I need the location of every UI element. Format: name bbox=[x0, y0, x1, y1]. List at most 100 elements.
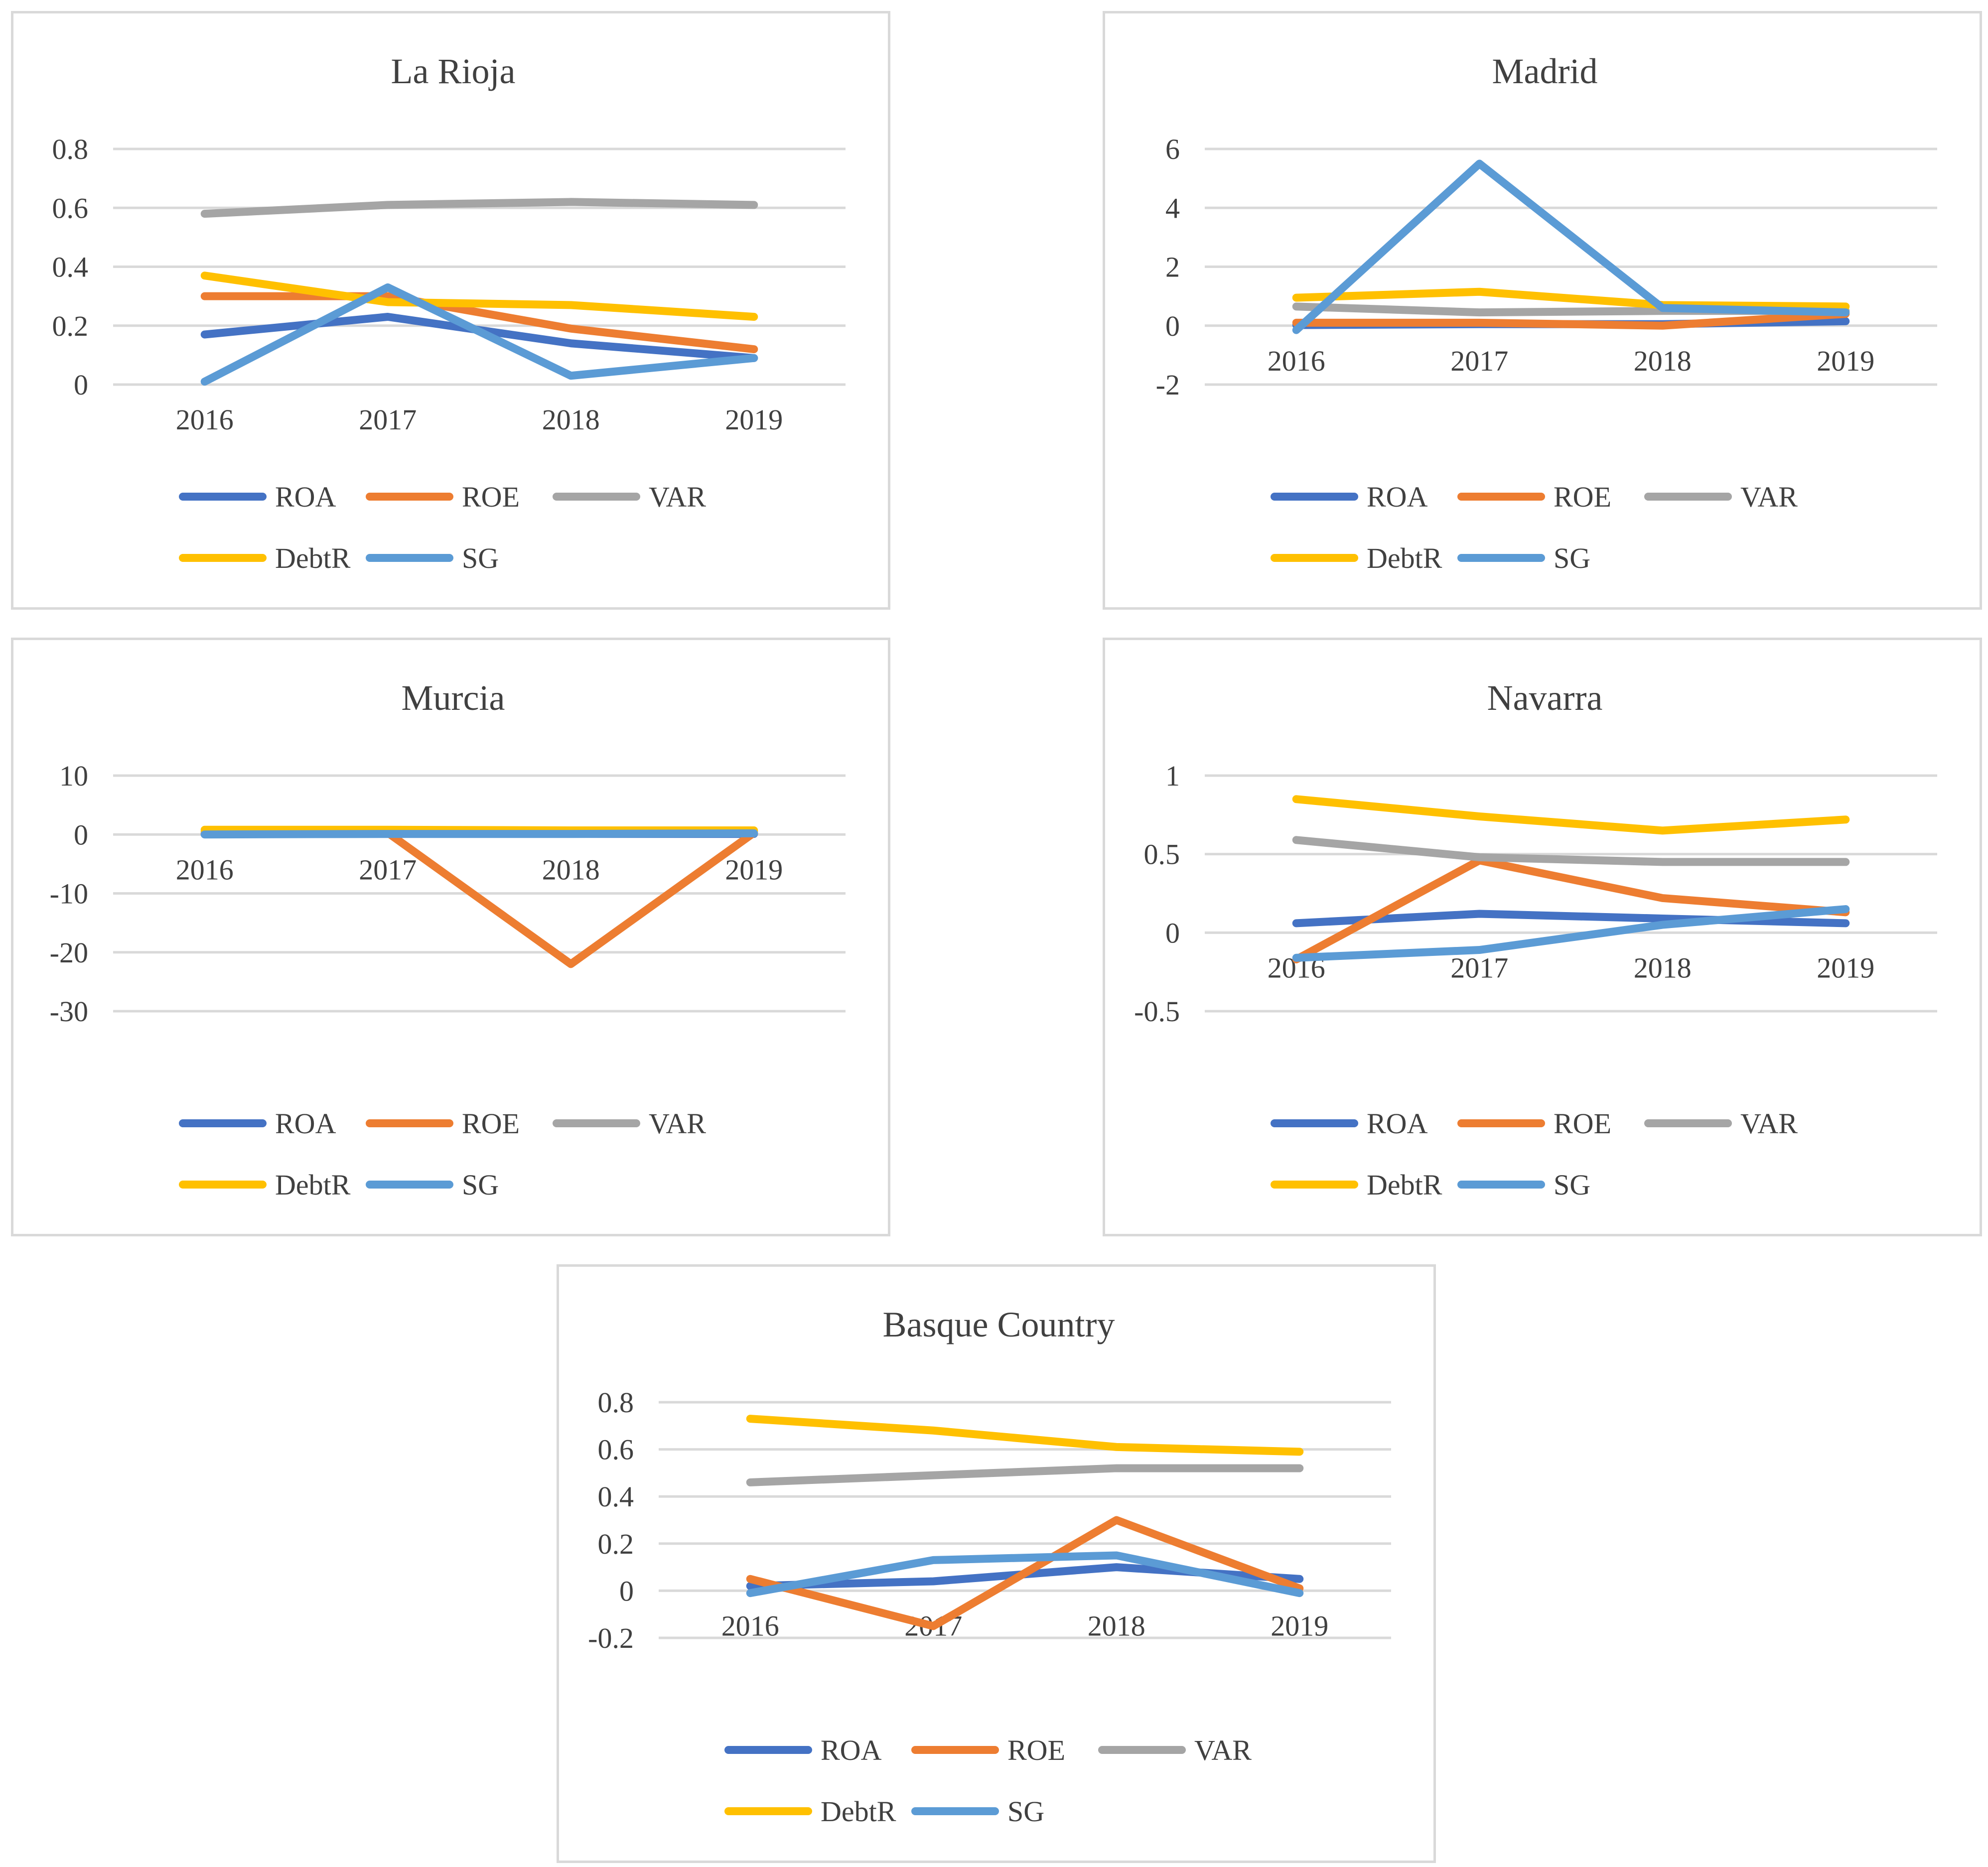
x-tick-label: 2017 bbox=[359, 853, 417, 886]
series-line-debtr bbox=[1292, 795, 1850, 835]
chart-panel-la-rioja: La Rioja 0 0.2 0.4 0.6 0.8 2016 2017 2018 2019 ROA… bbox=[11, 11, 890, 610]
y-tick-label: 0 bbox=[74, 818, 88, 851]
chart-svg: La Rioja 0 0.2 0.4 0.6 0.8 2016 2017 2018 2019 ROA… bbox=[52, 51, 846, 574]
x-tick-label: 2018 bbox=[1634, 951, 1692, 984]
legend-label-sg: SG bbox=[1007, 1795, 1044, 1828]
legend-label-var: VAR bbox=[649, 481, 706, 513]
y-tick-label: -0.5 bbox=[1134, 995, 1180, 1028]
y-tick-label: 0 bbox=[619, 1575, 634, 1607]
y-tick-label: 0.4 bbox=[52, 251, 89, 283]
chart-title: Navarra bbox=[1487, 678, 1603, 718]
legend-label-roe: ROE bbox=[1554, 481, 1611, 513]
x-tick-label: 2018 bbox=[1088, 1609, 1145, 1642]
x-tick-label: 2016 bbox=[721, 1609, 779, 1642]
x-tick-label: 2016 bbox=[176, 403, 234, 436]
y-tick-label: 2 bbox=[1165, 251, 1180, 283]
legend-label-roa: ROA bbox=[275, 1107, 336, 1140]
legend-label-sg: SG bbox=[1554, 542, 1590, 574]
x-tick-label: 2019 bbox=[1817, 345, 1874, 377]
x-tick-label: 2016 bbox=[176, 853, 234, 886]
x-tick-label: 2018 bbox=[542, 853, 600, 886]
legend-label-var: VAR bbox=[1740, 1107, 1798, 1140]
series-line-var bbox=[746, 1464, 1304, 1486]
y-tick-label: -0.2 bbox=[588, 1622, 634, 1654]
series-line-roe bbox=[746, 1516, 1304, 1630]
y-tick-label: 0.8 bbox=[52, 133, 89, 165]
y-tick-label: 6 bbox=[1165, 133, 1180, 165]
y-tick-label: 10 bbox=[59, 760, 88, 792]
y-tick-label: 0.2 bbox=[598, 1528, 634, 1560]
legend-label-debtr: DebtR bbox=[821, 1795, 896, 1828]
series-line-sg bbox=[200, 283, 758, 386]
x-tick-label: 2018 bbox=[542, 403, 600, 436]
chart-title: Madrid bbox=[1492, 51, 1598, 91]
legend-label-roa: ROA bbox=[275, 481, 336, 513]
x-tick-label: 2018 bbox=[1634, 345, 1692, 377]
chart-svg: Madrid -2 0 2 4 6 2016 2017 2018 2019 ROA ROE VAR Deb… bbox=[1156, 51, 1937, 574]
series-line-sg bbox=[746, 1551, 1304, 1598]
chart-panel-madrid: Madrid -2 0 2 4 6 2016 2017 2018 2019 ROA ROE VAR Deb… bbox=[1103, 11, 1982, 610]
x-tick-label: 2019 bbox=[725, 853, 783, 886]
legend-label-roe: ROE bbox=[1007, 1734, 1065, 1766]
series-line-var bbox=[1292, 836, 1850, 866]
series-line-sg bbox=[200, 829, 758, 839]
y-tick-label: 0.2 bbox=[52, 310, 89, 342]
legend-label-roe: ROE bbox=[462, 481, 520, 513]
chart-panel-murcia: Murcia -30 -20 -10 0 10 2016 2017 2018 2019 ROA ROE… bbox=[11, 638, 890, 1236]
y-tick-label: 0 bbox=[1165, 310, 1180, 342]
y-tick-label: 0.8 bbox=[598, 1386, 634, 1419]
x-tick-label: 2016 bbox=[1268, 345, 1325, 377]
chart-panel-basque-country: Basque Country -0.2 0 0.2 0.4 0.6 0.8 2016 2017 2… bbox=[557, 1264, 1436, 1863]
x-tick-label: 2019 bbox=[1817, 951, 1874, 984]
legend-label-sg: SG bbox=[1554, 1169, 1590, 1201]
series-line-sg bbox=[1292, 159, 1850, 334]
y-tick-label: 0 bbox=[1165, 917, 1180, 949]
y-tick-label: 1 bbox=[1165, 760, 1180, 792]
y-tick-label: 0.4 bbox=[598, 1480, 634, 1513]
legend-label-debtr: DebtR bbox=[1367, 542, 1442, 574]
y-tick-label: 0 bbox=[74, 369, 88, 401]
series-line-var bbox=[200, 198, 758, 218]
series-line-roe bbox=[1292, 310, 1850, 330]
legend-label-var: VAR bbox=[1740, 481, 1798, 513]
y-tick-label: -2 bbox=[1156, 369, 1180, 401]
series-line-roe bbox=[200, 292, 758, 354]
x-tick-label: 2019 bbox=[1271, 1609, 1328, 1642]
legend-label-roa: ROA bbox=[821, 1734, 882, 1766]
series-line-debtr bbox=[746, 1415, 1304, 1456]
chart-title: Murcia bbox=[402, 678, 505, 718]
chart-title: Basque Country bbox=[883, 1305, 1115, 1344]
legend-label-roa: ROA bbox=[1367, 481, 1428, 513]
series-line-sg bbox=[1292, 905, 1850, 962]
y-tick-label: -30 bbox=[50, 995, 88, 1028]
x-tick-label: 2017 bbox=[359, 403, 417, 436]
legend-label-roe: ROE bbox=[1554, 1107, 1611, 1140]
series-line-debtr bbox=[200, 271, 758, 321]
legend-label-var: VAR bbox=[649, 1107, 706, 1140]
chart-title: La Rioja bbox=[391, 51, 516, 91]
legend-label-roa: ROA bbox=[1367, 1107, 1428, 1140]
legend-label-debtr: DebtR bbox=[275, 1169, 351, 1201]
x-tick-label: 2017 bbox=[1450, 345, 1508, 377]
legend-label-sg: SG bbox=[462, 1169, 499, 1201]
y-tick-label: 0.6 bbox=[52, 192, 89, 224]
x-tick-label: 2019 bbox=[725, 403, 783, 436]
legend-label-sg: SG bbox=[462, 542, 499, 574]
y-tick-label: -20 bbox=[50, 936, 88, 969]
legend-label-debtr: DebtR bbox=[1367, 1169, 1442, 1201]
y-tick-label: 4 bbox=[1165, 192, 1180, 224]
series-line-debtr bbox=[1292, 287, 1850, 311]
legend-label-var: VAR bbox=[1194, 1734, 1252, 1766]
y-tick-label: -10 bbox=[50, 878, 88, 910]
chart-svg: Murcia -30 -20 -10 0 10 2016 2017 2018 2019 ROA ROE… bbox=[50, 678, 846, 1201]
legend-label-roe: ROE bbox=[462, 1107, 520, 1140]
y-tick-label: 0.5 bbox=[1144, 838, 1180, 871]
x-tick-label: 2017 bbox=[1450, 951, 1508, 984]
y-tick-label: 0.6 bbox=[598, 1434, 634, 1466]
legend-label-debtr: DebtR bbox=[275, 542, 351, 574]
chart-panel-navarra: Navarra -0.5 0 0.5 1 2016 2017 2018 2019 ROA ROE VA… bbox=[1103, 638, 1982, 1236]
series-line-roe bbox=[200, 828, 758, 968]
series-line-roe bbox=[1292, 856, 1850, 963]
